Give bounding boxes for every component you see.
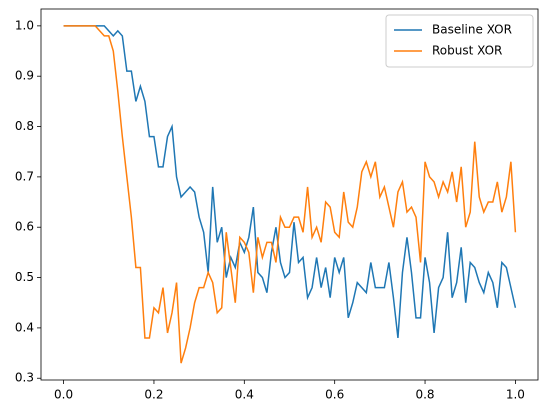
axes-frame [40, 8, 539, 381]
x-tick-label: 1.0 [506, 388, 525, 402]
legend-label: Robust XOR [432, 44, 502, 58]
y-tick-label: 0.8 [15, 119, 34, 133]
y-tick-label: 0.6 [15, 220, 34, 234]
x-tick-label: 0.0 [54, 388, 73, 402]
legend-label: Baseline XOR [432, 23, 512, 37]
y-tick-label: 1.0 [15, 18, 34, 32]
line [63, 25, 517, 364]
x-tick-label: 0.4 [235, 388, 254, 402]
y-tick-label: 0.5 [15, 270, 34, 284]
y-tick-label: 0.9 [15, 69, 34, 83]
y-tick-label: 0.3 [15, 371, 34, 385]
y-tick-label: 0.4 [15, 320, 34, 334]
line [63, 25, 517, 339]
y-tick-label: 0.7 [15, 169, 34, 183]
x-tick-label: 0.6 [325, 388, 344, 402]
legend-box [385, 14, 534, 68]
x-tick-label: 0.8 [415, 388, 434, 402]
x-tick-label: 0.2 [144, 388, 163, 402]
